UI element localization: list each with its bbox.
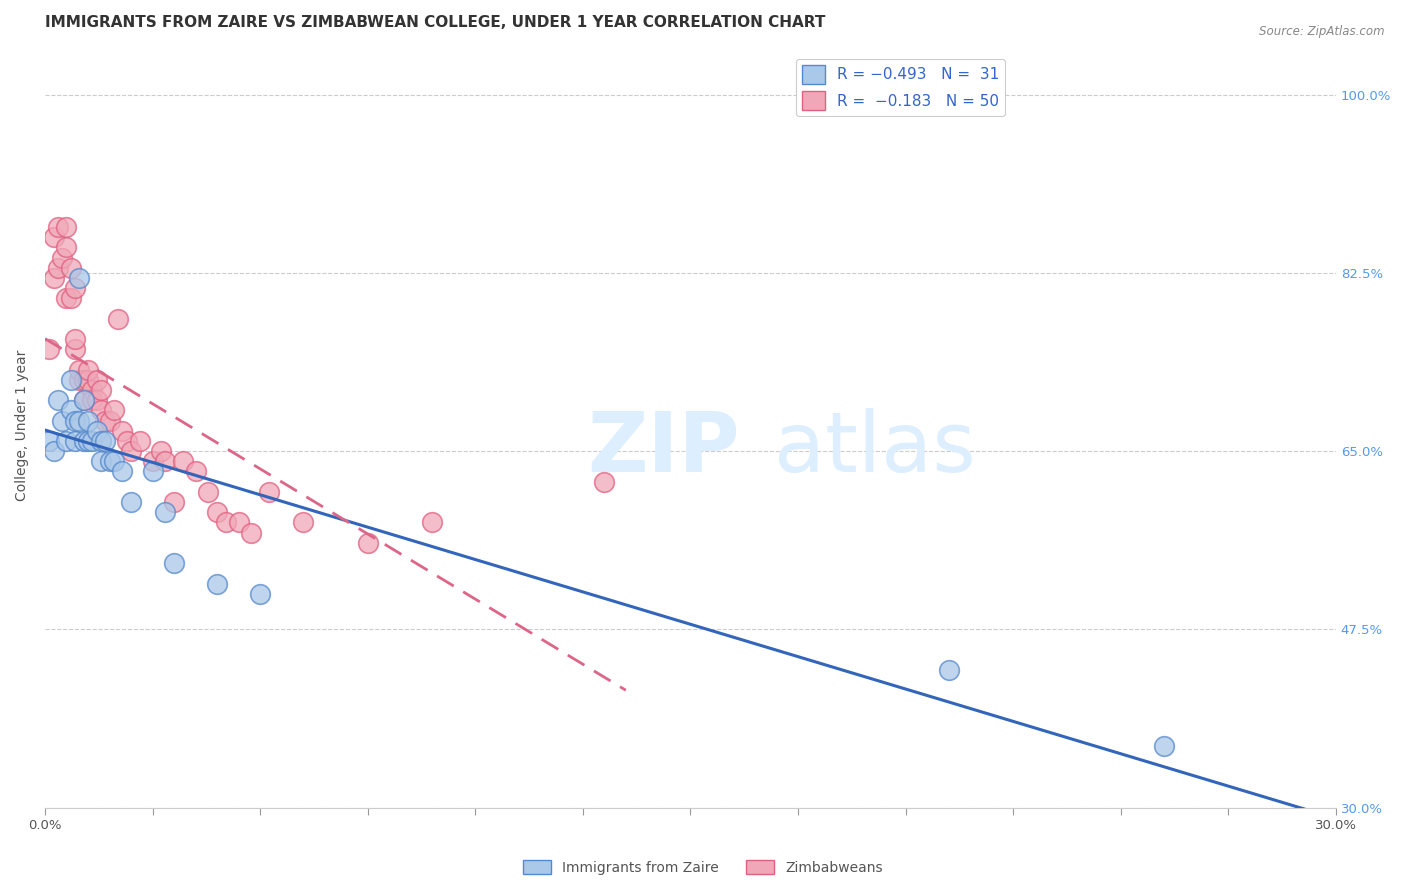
Point <box>67 373 90 387</box>
Text: Source: ZipAtlas.com: Source: ZipAtlas.com <box>1260 25 1385 38</box>
Point <box>111 465 134 479</box>
Point <box>141 465 163 479</box>
Point <box>67 362 90 376</box>
Point <box>77 413 100 427</box>
Point <box>120 495 142 509</box>
Point <box>42 444 65 458</box>
Point <box>55 291 77 305</box>
Point <box>90 383 112 397</box>
Point <box>63 281 86 295</box>
Point <box>59 373 82 387</box>
Point <box>46 393 69 408</box>
Point <box>63 413 86 427</box>
Point <box>141 454 163 468</box>
Point <box>59 403 82 417</box>
Point <box>215 516 238 530</box>
Point <box>98 454 121 468</box>
Point <box>86 393 108 408</box>
Point <box>184 465 207 479</box>
Point <box>63 332 86 346</box>
Point <box>107 311 129 326</box>
Point <box>98 413 121 427</box>
Point <box>205 576 228 591</box>
Point <box>77 434 100 448</box>
Point <box>90 434 112 448</box>
Point <box>38 343 60 357</box>
Point <box>73 393 96 408</box>
Point <box>82 434 104 448</box>
Point <box>51 413 73 427</box>
Point <box>82 393 104 408</box>
Point <box>172 454 194 468</box>
Point <box>77 362 100 376</box>
Point <box>42 230 65 244</box>
Point <box>163 495 186 509</box>
Point <box>111 424 134 438</box>
Point <box>46 260 69 275</box>
Point <box>938 663 960 677</box>
Point <box>86 373 108 387</box>
Point <box>67 271 90 285</box>
Point <box>249 587 271 601</box>
Point <box>90 403 112 417</box>
Point <box>82 383 104 397</box>
Point <box>94 434 117 448</box>
Point <box>46 219 69 234</box>
Point <box>103 454 125 468</box>
Point <box>51 251 73 265</box>
Point <box>55 219 77 234</box>
Point <box>55 240 77 254</box>
Point <box>42 271 65 285</box>
Y-axis label: College, Under 1 year: College, Under 1 year <box>15 350 30 501</box>
Point <box>115 434 138 448</box>
Point <box>120 444 142 458</box>
Point <box>63 434 86 448</box>
Text: IMMIGRANTS FROM ZAIRE VS ZIMBABWEAN COLLEGE, UNDER 1 YEAR CORRELATION CHART: IMMIGRANTS FROM ZAIRE VS ZIMBABWEAN COLL… <box>45 15 825 30</box>
Point <box>197 484 219 499</box>
Legend: R = −0.493   N =  31, R =  −0.183   N = 50: R = −0.493 N = 31, R = −0.183 N = 50 <box>796 59 1005 116</box>
Point <box>73 373 96 387</box>
Point <box>593 475 616 489</box>
Point <box>77 373 100 387</box>
Point <box>38 434 60 448</box>
Point <box>1153 739 1175 754</box>
Point <box>420 516 443 530</box>
Point <box>73 434 96 448</box>
Point <box>292 516 315 530</box>
Text: ZIP: ZIP <box>588 408 740 489</box>
Point <box>150 444 173 458</box>
Point <box>128 434 150 448</box>
Point <box>228 516 250 530</box>
Point <box>59 260 82 275</box>
Point <box>257 484 280 499</box>
Text: atlas: atlas <box>775 408 976 489</box>
Point <box>163 556 186 570</box>
Point <box>86 424 108 438</box>
Point <box>357 535 380 549</box>
Point <box>240 525 263 540</box>
Point <box>73 393 96 408</box>
Point <box>59 291 82 305</box>
Point <box>55 434 77 448</box>
Point <box>155 454 177 468</box>
Point <box>103 403 125 417</box>
Point <box>205 505 228 519</box>
Point <box>94 413 117 427</box>
Point <box>67 413 90 427</box>
Point <box>155 505 177 519</box>
Point <box>90 454 112 468</box>
Legend: Immigrants from Zaire, Zimbabweans: Immigrants from Zaire, Zimbabweans <box>517 855 889 880</box>
Point <box>63 343 86 357</box>
